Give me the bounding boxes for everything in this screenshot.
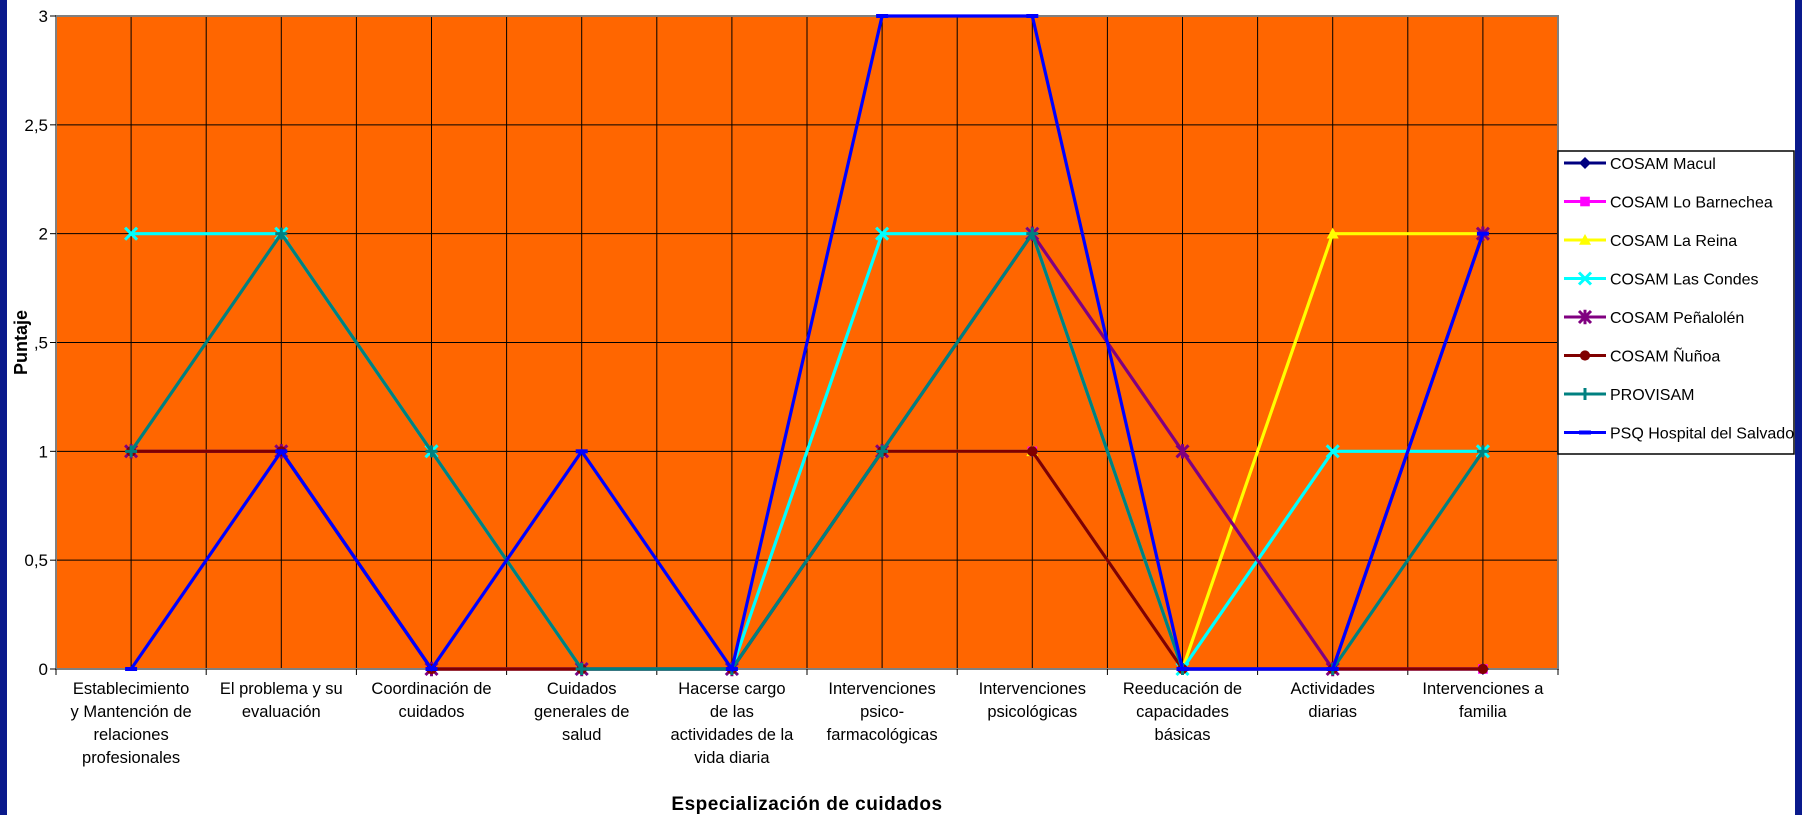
data-point <box>876 14 889 18</box>
data-point <box>1027 446 1038 457</box>
data-point <box>1579 157 1591 169</box>
data-point <box>125 445 138 458</box>
data-point <box>1577 271 1593 286</box>
series-psq-hospital-del-salvador <box>125 14 1489 673</box>
x-category-label: Actividades diarias <box>1291 680 1375 721</box>
data-point <box>1477 663 1488 675</box>
x-category-label: Intervenciones psico-farmacológicas <box>827 680 938 744</box>
series-lines <box>124 14 1490 677</box>
legend-label: COSAM Las Condes <box>1610 272 1759 289</box>
x-category-label: Intervenciones psicológicas <box>979 680 1086 721</box>
data-point <box>125 667 138 671</box>
x-category-label: Hacerse cargo de las actividades de la vida… <box>670 680 794 767</box>
data-point <box>875 226 890 241</box>
legend-entry: COSAM Lo Barnechea <box>1564 195 1773 212</box>
y-axis-title: Puntaje <box>11 310 31 375</box>
legend-entry: PROVISAM <box>1564 387 1694 404</box>
legend-label: COSAM Lo Barnechea <box>1610 195 1773 212</box>
x-category-label: Cuidados generales de salud <box>534 680 629 744</box>
x-axis-title: Especialización de cuidados <box>671 794 942 815</box>
legend: COSAM Macul COSAM Lo Barnechea COSAM La Re… <box>1557 150 1800 455</box>
legend-label: PROVISAM <box>1610 387 1694 404</box>
data-point <box>1476 231 1489 236</box>
data-point <box>575 449 588 454</box>
x-category-labels: Establecimiento y Mantención de relaciones… <box>71 680 1545 767</box>
legend-label: COSAM Peñalolén <box>1610 310 1744 327</box>
data-point <box>1579 350 1591 361</box>
y-tick-label: 3 <box>39 7 48 26</box>
data-point <box>425 667 438 671</box>
data-point <box>575 663 588 675</box>
x-category-label: Establecimiento y Mantención de relaciones… <box>71 680 192 767</box>
data-point <box>1326 227 1339 239</box>
left-border-strip <box>0 0 7 815</box>
data-point <box>1176 667 1189 671</box>
data-point <box>1026 14 1039 18</box>
legend-entry: PSQ Hospital del Salvador <box>1564 426 1800 443</box>
data-point <box>425 445 438 458</box>
legend-entry: COSAM Macul <box>1564 156 1716 173</box>
data-point <box>1325 444 1340 459</box>
y-tick-label: 0 <box>39 660 48 679</box>
data-point <box>876 445 889 458</box>
data-point <box>725 667 738 671</box>
data-point <box>1579 234 1591 245</box>
legend-label: PSQ Hospital del Salvador <box>1610 426 1800 443</box>
y-tick-label: ,5 <box>34 334 48 353</box>
data-point <box>275 227 288 240</box>
legend-entry: COSAM Peñalolén <box>1564 309 1744 327</box>
legend-label: COSAM Macul <box>1610 156 1716 173</box>
x-category-label: Coordinación de cuidados <box>371 680 491 721</box>
legend-entry: COSAM Ñuñoa <box>1564 346 1720 366</box>
data-point <box>1175 444 1190 459</box>
y-tick-label: 2 <box>39 225 48 244</box>
right-border-strip <box>1795 0 1802 815</box>
data-point <box>1579 430 1591 435</box>
data-point <box>124 226 139 241</box>
data-point <box>275 449 288 454</box>
y-tick-label: 0,5 <box>24 551 48 570</box>
legend-entry: COSAM La Reina <box>1564 233 1737 250</box>
y-tick-label: 2,5 <box>24 116 48 135</box>
y-tick-label: 1 <box>39 442 48 461</box>
data-point <box>1026 227 1039 240</box>
legend-entry: COSAM Las Condes <box>1564 271 1759 289</box>
x-category-label: Reeducación de capacidades básicas <box>1123 680 1242 744</box>
data-point <box>1577 309 1593 325</box>
x-category-label: Intervenciones a familia <box>1422 680 1544 721</box>
data-point <box>1326 667 1339 671</box>
data-point <box>1580 196 1590 207</box>
series-line <box>129 14 1485 673</box>
legend-label: COSAM Ñuñoa <box>1610 346 1720 366</box>
data-point <box>1476 445 1489 458</box>
x-category-label: El problema y su evaluación <box>220 680 343 721</box>
legend-label: COSAM La Reina <box>1610 233 1737 250</box>
data-point <box>1579 388 1591 400</box>
y-tick-labels: 0 0,5 1 ,5 2 2,5 3 <box>24 7 48 679</box>
